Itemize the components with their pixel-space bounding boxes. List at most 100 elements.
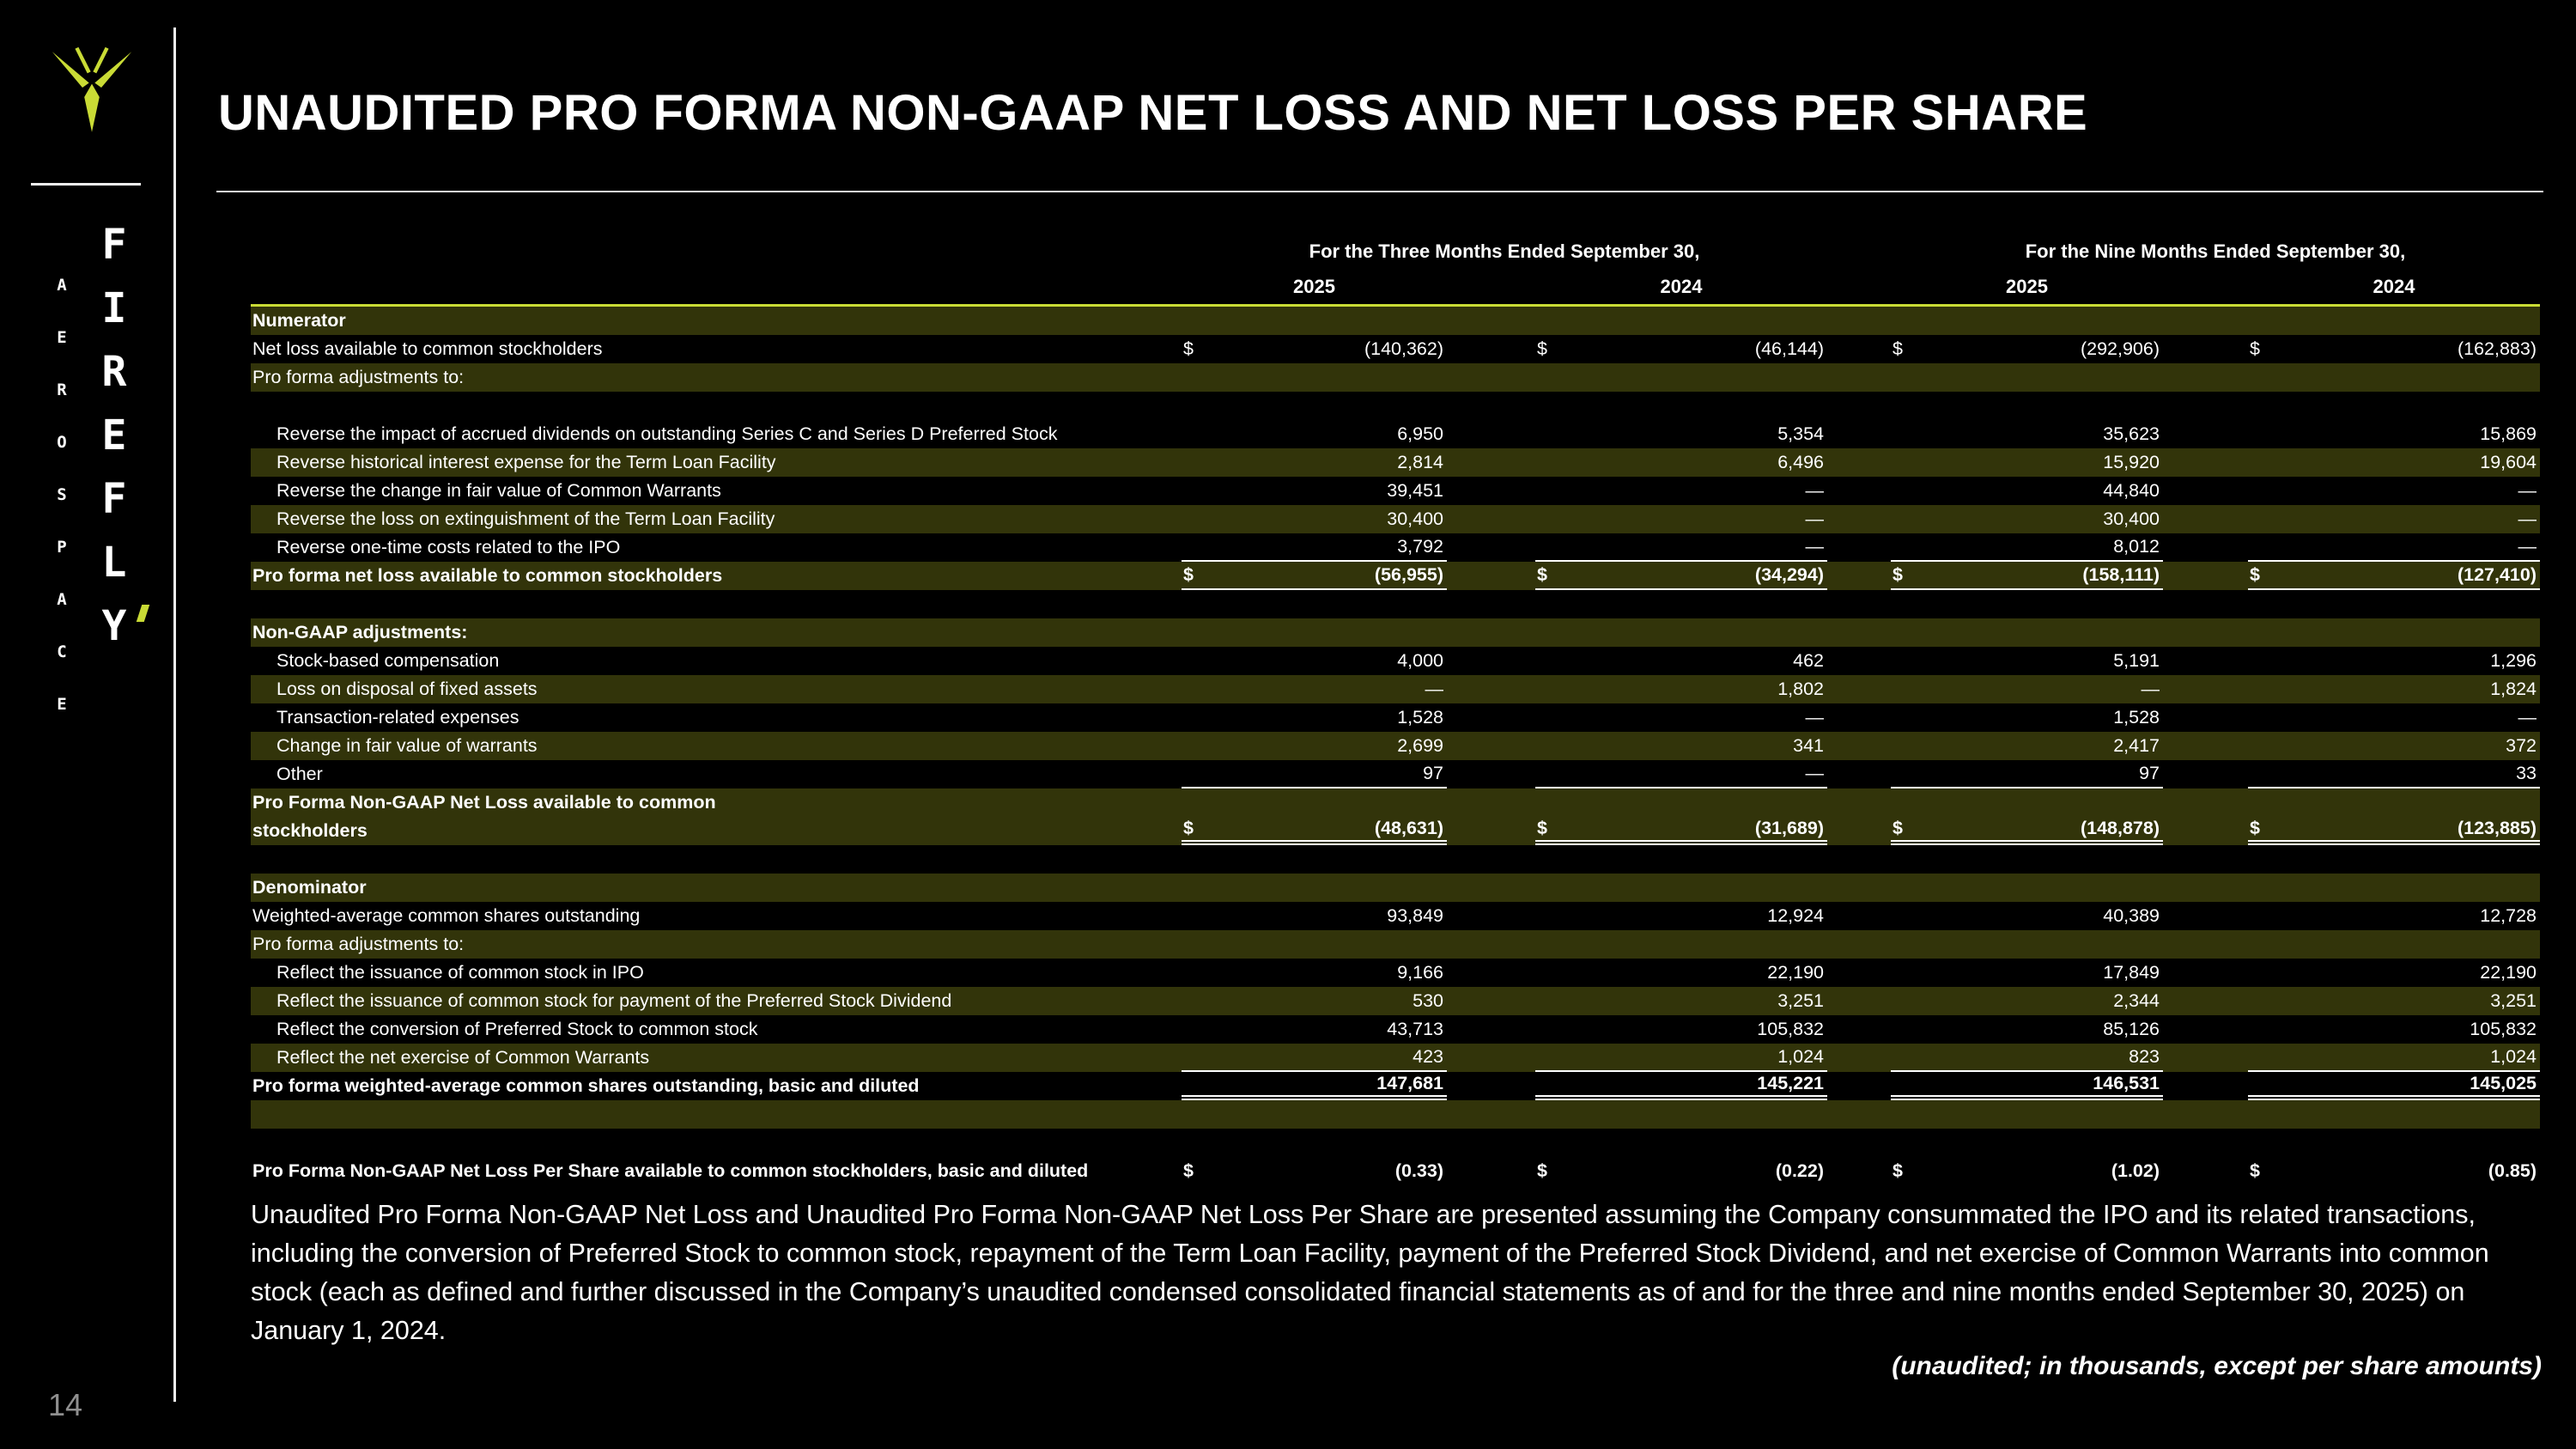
value-cell: 15,920 <box>1891 448 2163 477</box>
currency-symbol: $ <box>1537 338 1547 359</box>
currency-symbol: $ <box>1183 818 1194 838</box>
value-cell: 39,451 <box>1182 477 1447 505</box>
currency-symbol: $ <box>1893 564 1903 585</box>
value-text: 9,166 <box>1397 962 1443 983</box>
table-row: Reverse one-time costs related to the IP… <box>251 533 2540 562</box>
value-cell <box>1891 392 2163 420</box>
value-cell <box>1182 1129 1447 1157</box>
table-row: Reflect the conversion of Preferred Stoc… <box>251 1015 2540 1044</box>
aerospace-letter: E <box>57 328 67 347</box>
value-text: — <box>1805 536 1825 557</box>
aerospace-letter: E <box>57 695 67 714</box>
value-cell: — <box>1535 477 1827 505</box>
value-text: (127,410) <box>2457 564 2537 585</box>
currency-symbol: $ <box>1893 338 1903 359</box>
value-cell: 341 <box>1535 732 1827 760</box>
value-text: 15,920 <box>2103 452 2160 472</box>
value-cell: $ (127,410) <box>2248 562 2540 590</box>
row-label: Net loss available to common stockholder… <box>252 338 603 359</box>
value-cell: 2,814 <box>1182 448 1447 477</box>
value-text: 146,531 <box>2093 1073 2160 1093</box>
currency-symbol: $ <box>1183 1160 1194 1181</box>
value-cell: $ (123,885) <box>2248 817 2540 845</box>
value-cell: 93,849 <box>1182 902 1447 930</box>
value-cell: 97 <box>1182 760 1447 788</box>
wordmark-letter: F <box>101 221 127 269</box>
value-cell <box>1891 363 2163 392</box>
value-cell: $ (140,362) <box>1182 335 1447 363</box>
value-cell: — <box>2248 505 2540 533</box>
value-cell <box>2248 392 2540 420</box>
value-cell <box>1182 845 1447 874</box>
value-cell: 1,296 <box>2248 647 2540 675</box>
row-label: Reflect the issuance of common stock for… <box>276 990 952 1011</box>
value-cell: 423 <box>1182 1044 1447 1072</box>
value-text: (0.85) <box>2488 1160 2537 1181</box>
value-cell <box>1535 618 1827 647</box>
value-cell: 5,191 <box>1891 647 2163 675</box>
wordmark-letter: I <box>101 284 127 332</box>
value-text: — <box>2518 480 2537 501</box>
value-text: 97 <box>1423 763 1443 783</box>
value-cell <box>2248 618 2540 647</box>
value-cell: 6,950 <box>1182 420 1447 448</box>
value-cell: 105,832 <box>1535 1015 1827 1044</box>
value-text: 2,344 <box>2113 990 2160 1011</box>
table-spacer-row <box>251 845 2540 874</box>
value-cell: $ (158,111) <box>1891 562 2163 590</box>
value-text: 17,849 <box>2103 962 2160 983</box>
value-cell: 85,126 <box>1891 1015 2163 1044</box>
value-cell: $ (292,906) <box>1891 335 2163 363</box>
table-row: Transaction-related expenses 1,528 — 1,528 — <box>251 703 2540 732</box>
row-label: Pro Forma Non-GAAP Net Loss Per Share av… <box>252 1160 1089 1181</box>
value-cell: 1,802 <box>1535 675 1827 703</box>
table-rows: Numerator Net loss available to common st… <box>251 307 2540 1185</box>
table-row: Weighted-average common shares outstandi… <box>251 902 2540 930</box>
value-text: 1,802 <box>1777 679 1824 699</box>
row-label: Reflect the net exercise of Common Warra… <box>276 1047 650 1068</box>
value-cell: $ (148,878) <box>1891 817 2163 845</box>
value-cell <box>2248 1100 2540 1129</box>
value-text: — <box>2518 536 2537 557</box>
value-text: 145,025 <box>2470 1073 2537 1093</box>
table-section-row: Numerator <box>251 307 2540 335</box>
value-cell: 9,166 <box>1182 959 1447 987</box>
row-label: Reverse the impact of accrued dividends … <box>276 423 1058 444</box>
value-text: 30,400 <box>1387 508 1443 529</box>
table-row: Reflect the issuance of common stock in … <box>251 959 2540 987</box>
wordmark-letter: Y <box>87 594 142 658</box>
value-cell: $ (56,955) <box>1182 562 1447 590</box>
value-cell: — <box>1891 675 2163 703</box>
table-section-row: Denominator <box>251 874 2540 902</box>
value-cell <box>1182 307 1447 335</box>
value-cell <box>1182 590 1447 618</box>
col-group-label-three-months: For the Three Months Ended September 30, <box>1309 240 1700 262</box>
row-label: Numerator <box>252 310 346 331</box>
value-text: 2,417 <box>2113 735 2160 756</box>
value-cell: $ (48,631) <box>1182 817 1447 845</box>
row-label: Loss on disposal of fixed assets <box>276 679 538 699</box>
firefly-logo-icon <box>52 46 132 132</box>
value-cell: $ (1.02) <box>1891 1157 2163 1185</box>
value-text: 5,354 <box>1777 423 1824 444</box>
value-cell <box>1535 590 1827 618</box>
value-text: 341 <box>1793 735 1824 756</box>
table-section-row: Pro Forma Non-GAAP Net Loss available to… <box>251 788 2540 817</box>
value-text: 19,604 <box>2480 452 2537 472</box>
value-cell: 1,824 <box>2248 675 2540 703</box>
value-cell <box>2248 845 2540 874</box>
value-cell: 145,221 <box>1535 1072 1827 1100</box>
value-text: 3,251 <box>2490 990 2537 1011</box>
row-label: Reverse one-time costs related to the IP… <box>276 537 621 557</box>
value-cell: 4,000 <box>1182 647 1447 675</box>
row-label: Reverse historical interest expense for … <box>276 452 776 472</box>
value-cell <box>1891 788 2163 817</box>
value-cell: 146,531 <box>1891 1072 2163 1100</box>
units-note: (unaudited; in thousands, except per sha… <box>1892 1352 2542 1380</box>
value-text: — <box>1805 480 1825 501</box>
value-cell: 2,417 <box>1891 732 2163 760</box>
value-cell <box>2248 590 2540 618</box>
table-section-row: Pro forma adjustments to: <box>251 363 2540 392</box>
value-text: 12,728 <box>2480 905 2537 926</box>
year-header: 2025 <box>1293 276 1335 297</box>
